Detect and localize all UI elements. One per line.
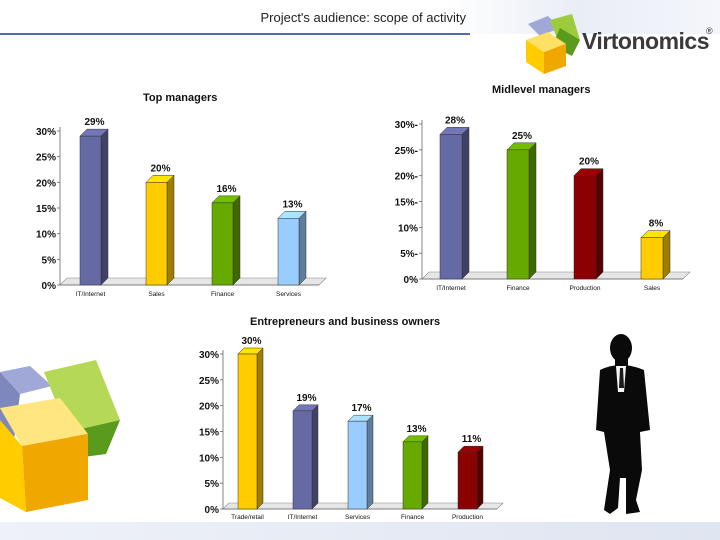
chart-3-data-label: 30% [241,336,261,347]
chart-3-y-tick: 10% [199,453,219,464]
chart-2-y-tick: 25%- [395,146,418,157]
businessman-silhouette-icon [596,334,650,514]
chart-1-bar-side [298,210,307,286]
chart-3-y-tick: 5% [205,479,220,490]
chart-3-bar [347,420,368,510]
chart-2-x-tick: Production [569,285,600,292]
chart-3-data-label: 11% [462,434,482,445]
chart-2-y-tick: 30%- [395,120,418,131]
chart-1-y-tick: 0% [42,281,57,292]
chart-3-data-label: 17% [351,403,371,414]
chart-1-data-label: 29% [84,117,104,128]
chart-3-y-tick: 20% [199,402,219,413]
chart-3-bar-side [256,347,264,510]
chart-1-bar-side [232,195,241,286]
chart-2-data-label: 8% [649,219,664,230]
chart-3-data-label: 13% [406,424,426,435]
chart-1-y-tick: 5% [42,255,57,266]
chart-1-bar [145,182,168,286]
chart-1-bar-side [100,128,109,286]
page-title: Project's audience: scope of activity [260,10,466,25]
chart-1-bar-side [166,174,175,286]
chart-3-bar [237,353,258,510]
chart-3-x-tick: Finance [401,514,425,521]
chart-3-bar-side [421,435,429,510]
chart-3-x-tick: Trade/retail [231,514,264,521]
virtonomics-cube-logo-icon [526,14,580,74]
chart-1-bar [79,135,102,286]
chart-1-y-tick: 25% [36,153,56,164]
chart-2-bar-side [528,142,537,280]
chart-2-bar [506,149,530,280]
chart-2-y-tick: 15%- [395,198,418,209]
chart-3-y-tick: 30% [199,350,219,361]
chart-2-x-tick: Sales [644,285,661,292]
header-band [0,0,720,34]
chart-3-x-tick: Services [345,514,371,521]
chart-3-bar-side [476,445,484,510]
chart-1-data-label: 16% [216,184,236,195]
chart-3-bar-side [311,404,319,510]
chart-1-bar [211,202,234,286]
chart-2-x-tick: Finance [506,285,530,292]
chart-3-x-tick: IT/Internet [288,514,318,521]
chart-3-data-label: 19% [296,393,316,404]
chart-2-x-tick: IT/Internet [436,285,466,292]
chart-2-bar [439,134,463,280]
chart-2-bar [640,237,664,280]
chart-1-y-tick: 10% [36,230,56,241]
logo-text: Virtonomics [582,28,710,54]
logo-registered-mark: ® [706,26,713,36]
chart-3-title: Entrepreneurs and business owners [250,316,440,328]
chart-1-x-tick: Finance [211,291,235,298]
chart-3-y-tick: 0% [205,505,220,516]
chart-1-data-label: 13% [282,199,302,210]
chart-2-data-label: 28% [445,115,465,126]
chart-2-data-label: 20% [579,157,599,168]
chart-3-y-tick: 25% [199,376,219,387]
chart-1-x-tick: Sales [148,291,165,298]
chart-2-bar-side [461,126,470,280]
chart-1-x-tick: Services [276,291,302,298]
chart-2-y-tick: 20%- [395,172,418,183]
chart-3-bar [402,441,423,510]
chart-3-bar [292,410,313,510]
chart-2-y-tick: 10% [398,223,418,234]
chart-3-x-tick: Production [452,514,483,521]
chart-1-title: Top managers [143,92,217,104]
chart-2-data-label: 25% [512,131,532,142]
chart-1-bar [277,218,300,286]
chart-1-y-tick: 15% [36,204,56,215]
chart-2-y-tick: 5%- [400,249,418,260]
chart-2-y-tick: 0% [404,275,419,286]
header-rule [0,33,470,35]
chart-2-bar [573,175,597,280]
chart-1-x-tick: IT/Internet [76,291,106,298]
chart-2-title: Midlevel managers [492,84,590,96]
chart-3-bar-side [366,414,374,510]
chart-3-bar [457,451,478,510]
decorative-cubes-icon [0,360,120,512]
chart-1-y-tick: 30% [36,127,56,138]
chart-1-y-tick: 20% [36,178,56,189]
chart-2-bar-side [595,168,604,280]
chart-2-bar-side [662,230,671,280]
chart-3-y-tick: 15% [199,428,219,439]
chart-1-data-label: 20% [150,163,170,174]
footer-band [0,522,720,540]
